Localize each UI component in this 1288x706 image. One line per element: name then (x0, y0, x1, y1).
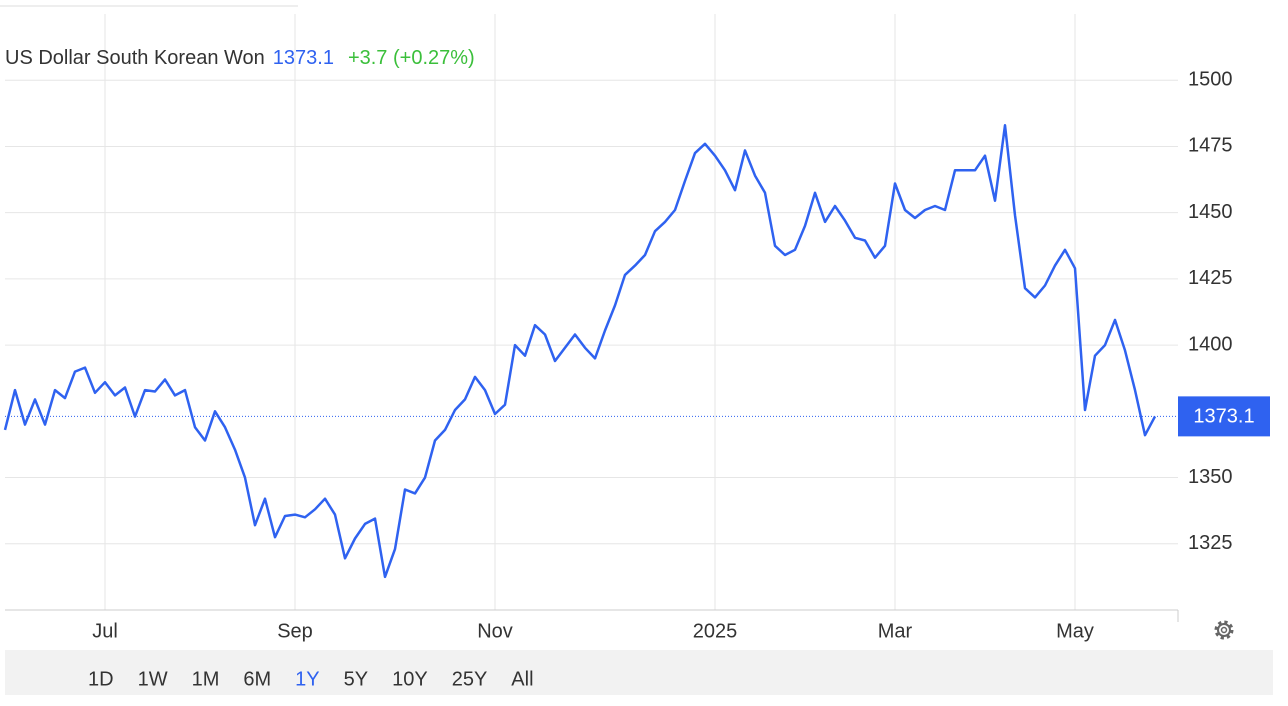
y-tick-label: 1350 (1188, 466, 1233, 488)
x-tick-label: Mar (878, 620, 913, 642)
range-buttons: 1D 1W 1M 6M 1Y 5Y 10Y 25Y All (88, 668, 534, 690)
price-line (3, 124, 1157, 579)
last-price-label: 1373.1 (1193, 406, 1254, 428)
y-tick-label: 1325 (1188, 532, 1233, 554)
price-change: +3.7 (+0.27%) (348, 47, 475, 69)
header: US Dollar South Korean Won 1373.1 +3.7 (+0… (5, 47, 475, 69)
grid (5, 14, 1178, 610)
range-button[interactable]: 10Y (392, 668, 428, 690)
last-price-box (1178, 396, 1270, 437)
plot (3, 124, 1178, 579)
range-bar (5, 650, 1273, 695)
y-tick-label: 1400 (1188, 333, 1233, 355)
x-tick-label: May (1056, 620, 1094, 642)
range-button[interactable]: 1W (138, 668, 168, 690)
range-button[interactable]: 1D (88, 668, 114, 690)
y-tick-label: 1500 (1188, 69, 1233, 91)
range-button[interactable]: 6M (243, 668, 271, 690)
x-tick-label: Nov (477, 620, 513, 642)
y-tick-label: 1450 (1188, 201, 1233, 223)
range-button[interactable]: 5Y (344, 668, 368, 690)
range-button[interactable]: All (511, 668, 533, 690)
x-tick-label: Sep (277, 620, 313, 642)
x-tick-label: Jul (92, 620, 118, 642)
y-tick-label: 1425 (1188, 267, 1233, 289)
y-tick-label: 1475 (1188, 135, 1233, 157)
last-price: 1373.1 (273, 47, 334, 69)
chart-title: US Dollar South Korean Won (5, 47, 265, 69)
range-button[interactable]: 1M (192, 668, 220, 690)
settings-icon[interactable] (1214, 620, 1234, 640)
x-tick-label: 2025 (693, 620, 738, 642)
range-button[interactable]: 25Y (452, 668, 488, 690)
range-button[interactable]: 1Y (295, 668, 319, 690)
